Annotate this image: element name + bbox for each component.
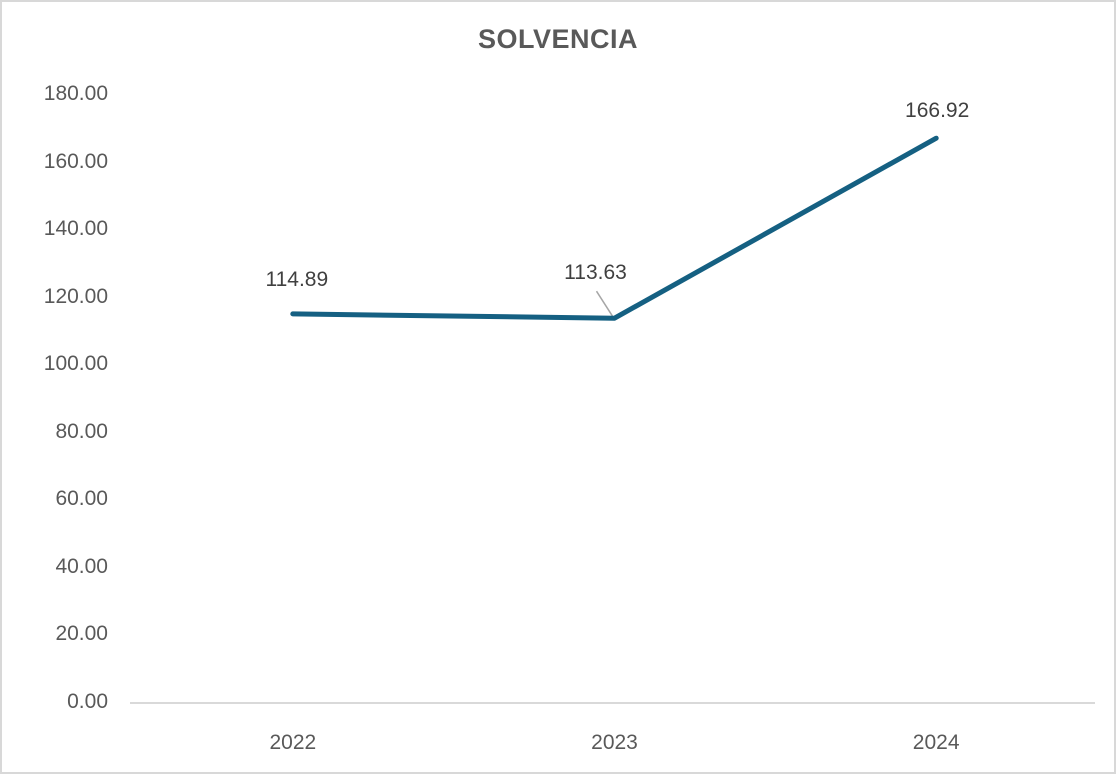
y-axis-tick-label: 0.00 <box>67 690 108 713</box>
data-label: 166.92 <box>905 99 970 123</box>
y-axis-tick-label: 120.00 <box>43 284 108 308</box>
y-axis-tick-label: 160.00 <box>43 149 108 173</box>
y-axis-tick-label: 100.00 <box>43 352 108 376</box>
y-axis-tick-label: 60.00 <box>55 487 108 511</box>
y-axis-tick-label: 180.00 <box>43 82 108 105</box>
data-label: 114.89 <box>265 267 329 291</box>
chart-title: SOLVENCIA <box>477 24 638 54</box>
x-axis-category-label: 2023 <box>591 731 638 754</box>
data-label: 113.63 <box>564 261 627 285</box>
data-label-leader-line <box>595 290 614 317</box>
y-axis-tick-label: 140.00 <box>43 217 108 241</box>
x-axis-category-label: 2022 <box>269 731 317 754</box>
y-axis-tick-label: 20.00 <box>55 622 108 646</box>
x-axis-category-label: 2024 <box>912 731 960 754</box>
y-axis-tick-label: 80.00 <box>55 419 108 443</box>
series-line-solvencia <box>290 135 939 321</box>
y-axis-tick-label: 40.00 <box>55 554 108 578</box>
